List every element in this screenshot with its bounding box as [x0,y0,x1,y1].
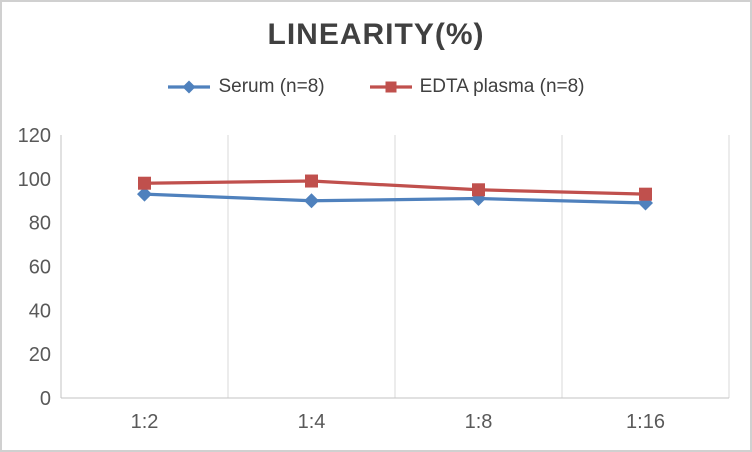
y-axis-tick-label: 120 [18,125,51,147]
y-axis-tick-label: 20 [29,344,51,366]
chart-title: LINEARITY(%) [267,18,485,51]
y-axis-tick-label: 40 [29,300,51,322]
legend-item: EDTA plasma (n=8) [369,76,585,98]
diamond-legend-marker-icon [168,80,211,94]
square-marker-icon [639,187,652,201]
series-line [144,192,646,205]
series-line [144,179,646,196]
x-axis-tick-label: 1:2 [131,411,159,433]
legend: Serum (n=8) EDTA plasma (n=8) [2,76,750,98]
y-axis-tick-label: 80 [29,213,51,235]
square-legend-marker-icon [369,81,412,93]
x-axis-tick-label: 1:8 [465,411,493,433]
y-axis-tick-label: 60 [29,257,51,279]
square-marker-icon [305,174,318,188]
legend-label: EDTA plasma (n=8) [419,76,585,97]
square-marker-icon [472,183,485,197]
diamond-marker-icon [137,186,152,202]
x-axis-tick-label: 1:16 [626,411,665,433]
y-axis-tick-label: 100 [18,169,51,191]
legend-label: Serum (n=8) [218,76,325,97]
x-axis-tick-label: 1:4 [298,411,326,433]
diamond-marker-icon [304,193,319,209]
square-marker-icon [138,176,151,190]
y-axis-tick-label: 0 [40,388,51,410]
legend-item: Serum (n=8) [167,76,325,98]
